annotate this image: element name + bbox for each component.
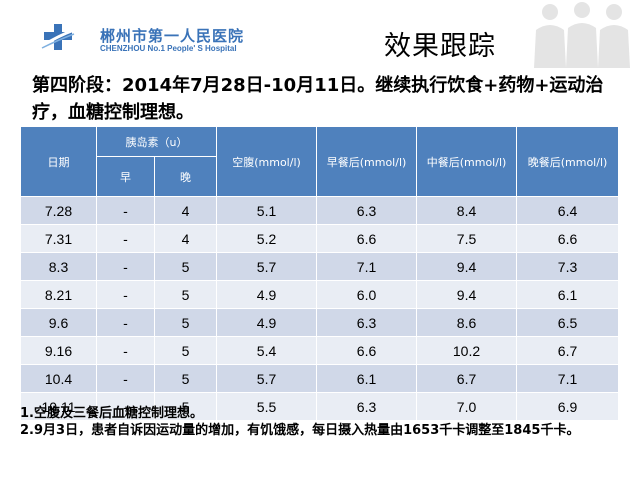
cell-after-dinner: 6.6 (516, 224, 620, 253)
cell-after-lunch: 7.0 (416, 392, 518, 421)
cell-after-breakfast: 6.6 (316, 224, 418, 253)
cell-after-dinner: 6.7 (516, 336, 620, 365)
header-morning: 早 (96, 156, 155, 197)
cell-morning: - (96, 224, 155, 253)
cell-after-lunch: 10.2 (416, 336, 518, 365)
cell-date: 7.31 (20, 224, 97, 253)
cell-morning: - (96, 336, 155, 365)
table-row: 8.21 - 5 4.9 6.0 9.4 6.1 (20, 280, 620, 309)
cell-evening: 4 (153, 196, 218, 225)
note-1: 1.空腹及三餐后血糖控制理想。 (20, 406, 203, 421)
cell-after-breakfast: 6.0 (316, 280, 418, 309)
cell-date: 7.28 (20, 196, 97, 225)
people-silhouette-icon (534, 2, 630, 68)
cell-date: 9.16 (20, 336, 97, 365)
cell-after-lunch: 6.7 (416, 364, 518, 393)
cell-evening: 4 (153, 224, 218, 253)
cell-fasting: 4.9 (216, 308, 318, 337)
table-row: 10.4 - 5 5.7 6.1 6.7 7.1 (20, 364, 620, 393)
cell-after-dinner: 7.3 (516, 252, 620, 281)
header-fasting: 空腹(mmol/l) (216, 126, 318, 197)
cell-fasting: 5.1 (216, 196, 318, 225)
cell-after-lunch: 9.4 (416, 252, 518, 281)
cell-evening: 5 (153, 308, 218, 337)
cell-after-breakfast: 6.3 (316, 196, 418, 225)
cell-after-dinner: 7.1 (516, 364, 620, 393)
cell-date: 8.21 (20, 280, 97, 309)
header-after-dinner: 晚餐后(mmol/l) (516, 126, 620, 197)
header-evening: 晚 (153, 156, 218, 197)
cell-after-dinner: 6.9 (516, 392, 620, 421)
cell-after-breakfast: 6.3 (316, 392, 418, 421)
cell-morning: - (96, 280, 155, 309)
header-insulin: 胰岛素（u） (95, 126, 218, 157)
cell-after-lunch: 7.5 (416, 224, 518, 253)
cell-evening: 5 (153, 252, 218, 281)
slide-title: 效果跟踪 (384, 31, 496, 62)
cell-date: 9.6 (20, 308, 97, 337)
header-date: 日期 (20, 126, 97, 197)
note-2: 2.9月3日，患者自诉因运动量的增加，有饥饿感，每日摄入热量由1653千卡调整至… (20, 423, 580, 438)
table-row: 9.16 - 5 5.4 6.6 10.2 6.7 (20, 336, 620, 365)
cell-after-breakfast: 7.1 (316, 252, 418, 281)
table-row: 7.28 - 4 5.1 6.3 8.4 6.4 (20, 196, 620, 225)
notes-section: 1.空腹及三餐后血糖控制理想。 2.9月3日，患者自诉因运动量的增加，有饥饿感，… (20, 405, 630, 439)
cell-after-lunch: 9.4 (416, 280, 518, 309)
cell-fasting: 5.7 (216, 364, 318, 393)
table-row: 10.11 - 5 5.5 6.3 7.0 6.9 (20, 392, 620, 421)
table-row: 9.6 - 5 4.9 6.3 8.6 6.5 (20, 308, 620, 337)
cell-after-dinner: 6.5 (516, 308, 620, 337)
hospital-name-english: CHENZHOU No.1 People' S Hospital (100, 44, 237, 53)
cell-morning: - (96, 196, 155, 225)
cell-morning: - (96, 392, 155, 421)
cell-date: 10.4 (20, 364, 97, 393)
header-after-breakfast: 早餐后(mmol/l) (316, 126, 418, 197)
cell-evening: 5 (153, 280, 218, 309)
cell-after-dinner: 6.4 (516, 196, 620, 225)
cell-date: 10.11 (20, 392, 97, 421)
cell-evening: 5 (153, 364, 218, 393)
cell-after-lunch: 8.4 (416, 196, 518, 225)
hospital-name: 郴州市第一人民医院 (100, 27, 245, 45)
slide-header: 郴州市第一人民医院 CHENZHOU No.1 People' S Hospit… (0, 0, 640, 68)
glucose-table: 日期 胰岛素（u） 空腹(mmol/l) 早餐后(mmol/l) 中餐后(mmo… (20, 126, 620, 421)
cell-after-breakfast: 6.3 (316, 308, 418, 337)
glucose-table-container: 日期 胰岛素（u） 空腹(mmol/l) 早餐后(mmol/l) 中餐后(mmo… (20, 126, 620, 421)
cell-fasting: 5.4 (216, 336, 318, 365)
cell-morning: - (96, 308, 155, 337)
cell-evening: 5 (153, 392, 218, 421)
cell-fasting: 5.5 (216, 392, 318, 421)
cell-evening: 5 (153, 336, 218, 365)
table-row: 7.31 - 4 5.2 6.6 7.5 6.6 (20, 224, 620, 253)
cell-fasting: 5.7 (216, 252, 318, 281)
table-row: 8.3 - 5 5.7 7.1 9.4 7.3 (20, 252, 620, 281)
cell-after-lunch: 8.6 (416, 308, 518, 337)
cell-fasting: 4.9 (216, 280, 318, 309)
cell-after-breakfast: 6.1 (316, 364, 418, 393)
cell-morning: - (96, 364, 155, 393)
cell-after-breakfast: 6.6 (316, 336, 418, 365)
stage-description: 第四阶段：2014年7月28日-10月11日。继续执行饮食+药物+运动治疗，血糖… (32, 75, 604, 123)
cell-after-dinner: 6.1 (516, 280, 620, 309)
cell-date: 8.3 (20, 252, 97, 281)
cell-fasting: 5.2 (216, 224, 318, 253)
header-after-lunch: 中餐后(mmol/l) (416, 126, 518, 197)
cell-morning: - (96, 252, 155, 281)
hospital-logo-icon (41, 24, 75, 50)
